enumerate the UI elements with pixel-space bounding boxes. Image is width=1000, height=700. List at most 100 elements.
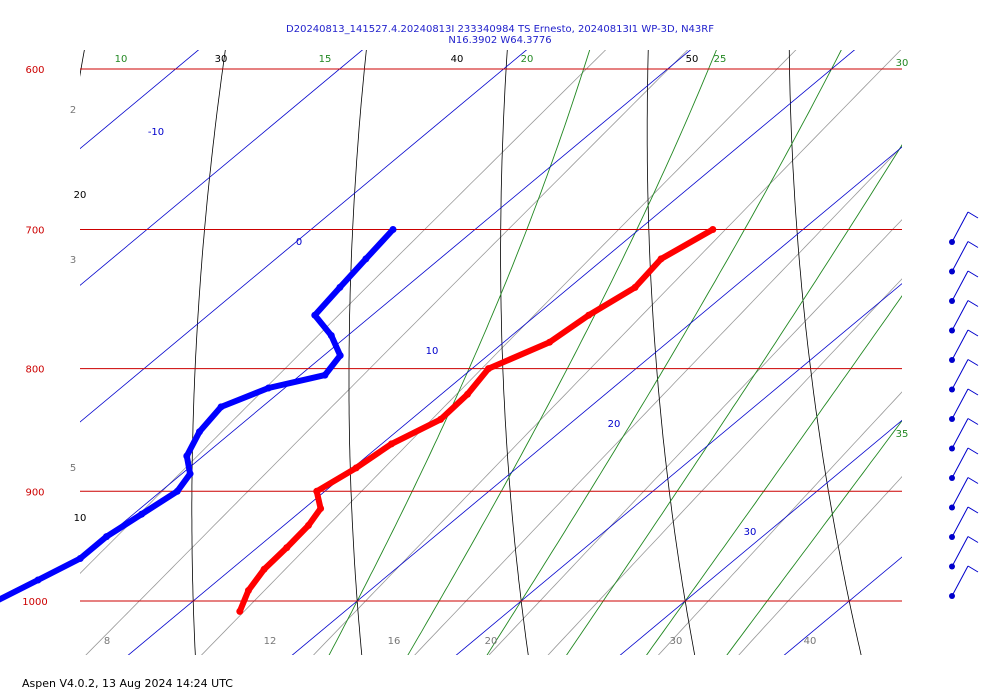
mixing-ratio-label: 5: [70, 463, 76, 474]
dry-adiabat-label: 30: [215, 54, 228, 65]
temperature-trace-point: [388, 440, 395, 448]
isobar-label: 800: [25, 365, 44, 376]
wind-barb-staff: [951, 388, 969, 420]
wind-barb-staff: [951, 565, 969, 597]
wind-barb-staff: [951, 536, 969, 567]
wind-barb-flag: [967, 506, 979, 514]
mixing-ratio-label: 40: [804, 636, 817, 647]
mixing-ratio-label: 12: [264, 636, 277, 647]
dewpoint-trace-point: [183, 452, 191, 460]
wind-barb-staff: [951, 241, 969, 272]
wind-barb-staff: [951, 418, 969, 449]
temperature-trace-point: [709, 226, 717, 233]
temperature-trace-point: [352, 464, 360, 472]
wind-barb-staff: [951, 477, 969, 508]
mixing-ratio-line: [657, 391, 902, 655]
dry-adiabat: [191, 50, 226, 655]
isotherm: [619, 419, 902, 655]
moist-adiabat-label: 20: [521, 54, 534, 65]
wind-barb-flag: [967, 477, 979, 484]
isotherm: [455, 283, 902, 655]
dewpoint-trace-point: [389, 226, 397, 233]
isobar-label: 700: [25, 226, 44, 237]
wind-barb: [949, 211, 979, 245]
isotherm: [127, 50, 856, 655]
mixing-ratio-line: [85, 50, 689, 655]
moist-adiabat-label: 30: [896, 58, 909, 69]
dewpoint-trace-point: [196, 428, 203, 436]
wind-barb: [949, 329, 979, 363]
wind-barb: [949, 270, 979, 304]
dry-adiabat-label: 40: [451, 54, 464, 65]
wind-barb: [949, 565, 979, 599]
mixing-ratio-line: [414, 145, 902, 655]
wind-barb: [949, 418, 979, 452]
temperature-trace-point: [283, 544, 291, 552]
dewpoint-trace-point: [173, 487, 181, 495]
mixing-ratio-line: [738, 476, 902, 655]
temperature-trace: [236, 226, 716, 615]
wind-barb-staff: [951, 270, 969, 302]
mixing-ratio-line: [201, 50, 797, 655]
moist-adiabat: [486, 50, 842, 655]
isotherm-label: 0: [296, 237, 302, 248]
temperature-trace-point: [260, 565, 268, 573]
dewpoint-trace-point: [265, 384, 272, 392]
isotherm-label: 30: [744, 527, 757, 538]
dry-adiabat-label: 10: [74, 513, 87, 524]
dewpoint-trace-point: [217, 403, 225, 411]
mixing-ratio-label: 16: [388, 636, 401, 647]
wind-barb-flag: [967, 418, 979, 425]
wind-barb: [949, 447, 979, 481]
isobar-label: 900: [25, 487, 44, 498]
dry-adiabat: [500, 50, 529, 655]
temperature-trace-point: [305, 521, 312, 529]
wind-barb-flag: [967, 211, 979, 219]
wind-barb-flag: [967, 565, 979, 573]
chart-subtitle: N16.3902 W64.3776: [448, 35, 552, 46]
wind-barb-flag: [967, 241, 979, 248]
isotherm-label: -10: [148, 127, 164, 138]
dry-adiabat-label: 20: [74, 190, 87, 201]
wind-barb-staff: [951, 300, 969, 331]
temperature-trace-point: [236, 607, 244, 615]
isotherm: [783, 556, 902, 655]
dewpoint-trace-point: [362, 255, 370, 263]
chart-title: D20240813_141527.4.20240813I 233340984 T…: [286, 24, 714, 35]
dry-adiabat: [348, 50, 367, 655]
mixing-ratio-line: [313, 50, 902, 655]
wind-barb-flag: [967, 329, 979, 337]
wind-barb-flag: [967, 447, 979, 455]
dewpoint-trace-point: [103, 533, 110, 541]
isotherm: [80, 50, 528, 423]
dewpoint-trace-point: [327, 332, 335, 339]
temperature-trace-point: [546, 338, 554, 346]
temperature-trace-point: [464, 390, 471, 398]
moist-adiabat-label: 15: [319, 54, 332, 65]
mixing-ratio-label: 20: [485, 636, 498, 647]
mixing-ratio-line: [547, 278, 902, 655]
moist-adiabat-label: 35: [896, 429, 909, 440]
dewpoint-trace: [0, 226, 396, 603]
dry-adiabat: [80, 50, 85, 78]
wind-barb: [949, 477, 979, 511]
moist-adiabat: [566, 144, 902, 655]
wind-barb-staff: [951, 447, 969, 479]
dewpoint-trace-point: [321, 371, 329, 379]
mixing-ratio-line: [488, 219, 902, 655]
mixing-ratio-label: 8: [104, 636, 110, 647]
mixing-ratio-line: [80, 50, 607, 574]
mixing-ratio-label: 30: [670, 636, 683, 647]
moist-adiabat-label: 25: [714, 54, 727, 65]
moist-adiabat-label: 10: [115, 54, 128, 65]
wind-barb: [949, 241, 979, 275]
dry-adiabat: [788, 50, 862, 655]
moist-adiabat: [407, 50, 717, 655]
isotherm: [80, 50, 200, 150]
isobar-label: 600: [25, 65, 44, 76]
wind-barb: [949, 388, 979, 422]
dry-adiabat: [646, 50, 696, 655]
temperature-trace-point: [437, 415, 445, 423]
temperature-trace-point: [244, 587, 252, 594]
